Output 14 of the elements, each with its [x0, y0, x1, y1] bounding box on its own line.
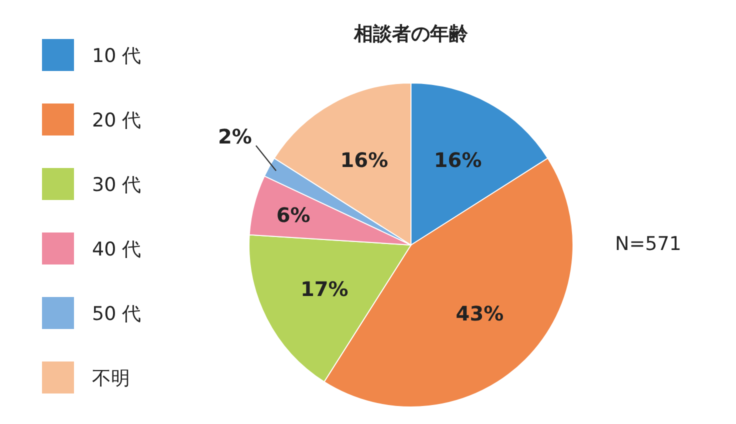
data-label: 6%: [276, 202, 310, 227]
chart-title: 相談者の年齢: [353, 23, 469, 45]
data-label: 17%: [300, 277, 348, 302]
legend-label: 不明: [92, 368, 130, 390]
legend-label: 20 代: [92, 110, 142, 132]
text: N=571: [615, 233, 682, 255]
data-label: 2%: [218, 124, 252, 149]
data-label: 16%: [340, 148, 388, 172]
legend-label: 10 代: [92, 45, 142, 67]
legend-label: 50 代: [92, 303, 142, 325]
legend-label: 40 代: [92, 238, 142, 260]
data-label: 16%: [434, 148, 482, 172]
legend-label: 30 代: [92, 174, 142, 196]
data-label: 43%: [456, 302, 504, 326]
